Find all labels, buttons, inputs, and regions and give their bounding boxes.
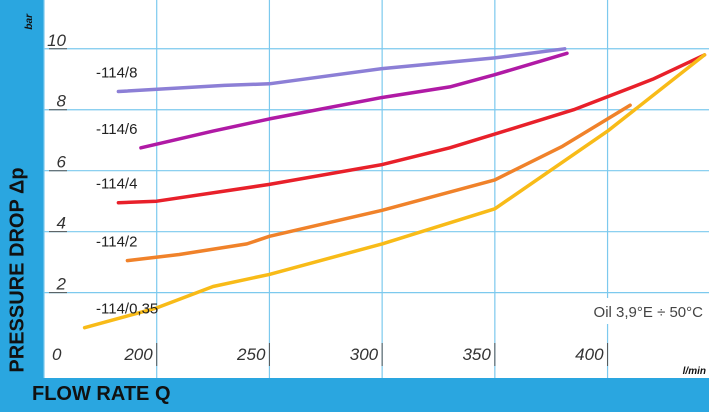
y-tick-label: 6 (57, 153, 67, 172)
y-tick-label: 8 (57, 92, 67, 111)
series-line (125, 103, 632, 263)
x-tick-label: 400 (575, 345, 604, 364)
series-label: -114/4 (96, 176, 137, 193)
x-tick-label: 200 (123, 345, 153, 364)
x-tick-label: 300 (350, 345, 379, 364)
series-line (116, 53, 707, 205)
series-label: -114/0,35 (96, 301, 158, 318)
annotation-background (580, 298, 708, 324)
tick-labels: 0 200 250 300 350 400 2 4 6 8 10 (47, 31, 609, 366)
series-label: -114/8 (96, 64, 137, 81)
y-tick-label: 2 (56, 275, 67, 294)
series-labels: -114/8 -114/6 -114/4 -114/2 -114/0,35 (96, 64, 158, 317)
series-line (139, 51, 569, 150)
x-unit-label: l/min (683, 366, 706, 377)
x-tick-label: 350 (462, 345, 491, 364)
x-tick-label: 250 (236, 345, 266, 364)
y-tick-label: 10 (47, 31, 66, 50)
oil-annotation: Oil 3,9°E ÷ 50°C (594, 304, 704, 321)
y-unit-label: bar (24, 13, 35, 30)
grid-lines (43, 0, 709, 378)
x-tick-label: 0 (52, 345, 62, 364)
series-label: -114/6 (96, 121, 137, 138)
series-line (82, 53, 707, 330)
series-lines (82, 47, 707, 330)
series-line (116, 47, 567, 94)
series-label: -114/2 (96, 234, 137, 251)
x-axis-label: FLOW RATE Q (32, 383, 171, 405)
y-tick-label: 4 (57, 214, 66, 233)
